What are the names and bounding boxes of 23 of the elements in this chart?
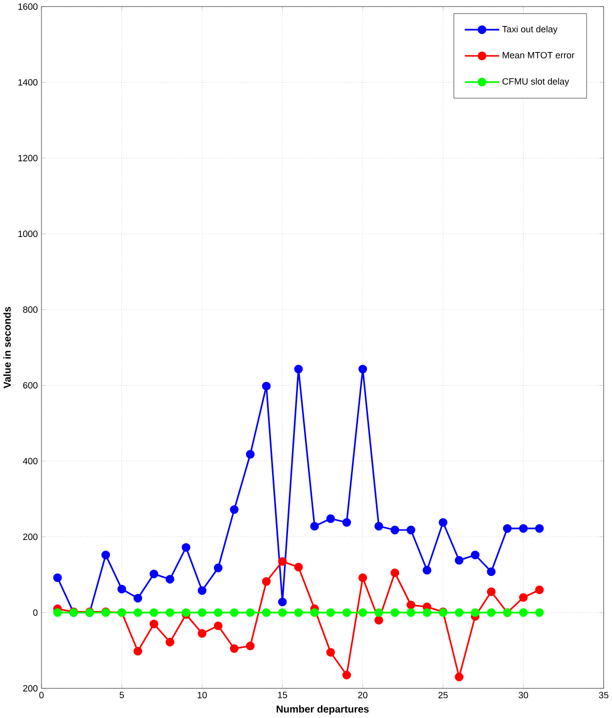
x-tick-label: 0: [39, 692, 44, 698]
x-axis-title: Number departures: [276, 705, 369, 715]
x-tick-label: 35: [598, 692, 608, 698]
y-tick-label: 600: [23, 382, 38, 389]
x-tick-label: 15: [278, 692, 288, 698]
y-tick-label: 1000: [18, 230, 38, 238]
y-tick-label: 400: [22, 458, 38, 464]
x-tick-label: 5: [120, 692, 124, 698]
legend-label: Taxi out delay: [502, 26, 558, 34]
x-tick-label: 25: [438, 692, 448, 698]
y-tick-label: 1200: [18, 154, 38, 162]
y-tick-label: 200: [23, 534, 38, 540]
y-tick-label: 1600: [18, 3, 38, 10]
x-tick-label: 30: [518, 692, 528, 698]
x-tick-label: 10: [198, 692, 207, 698]
y-axis-title: Value in seconds: [3, 306, 11, 388]
y-tick-label: 800: [23, 306, 38, 313]
legend-label: CFMU slot delay: [502, 78, 570, 86]
y-tick-label: 200: [23, 685, 38, 692]
legend-label: Mean MTOT error: [502, 52, 574, 58]
y-tick-label: 1400: [18, 79, 38, 86]
y-tick-label: 0: [33, 609, 38, 616]
x-tick-label: 20: [358, 692, 368, 698]
